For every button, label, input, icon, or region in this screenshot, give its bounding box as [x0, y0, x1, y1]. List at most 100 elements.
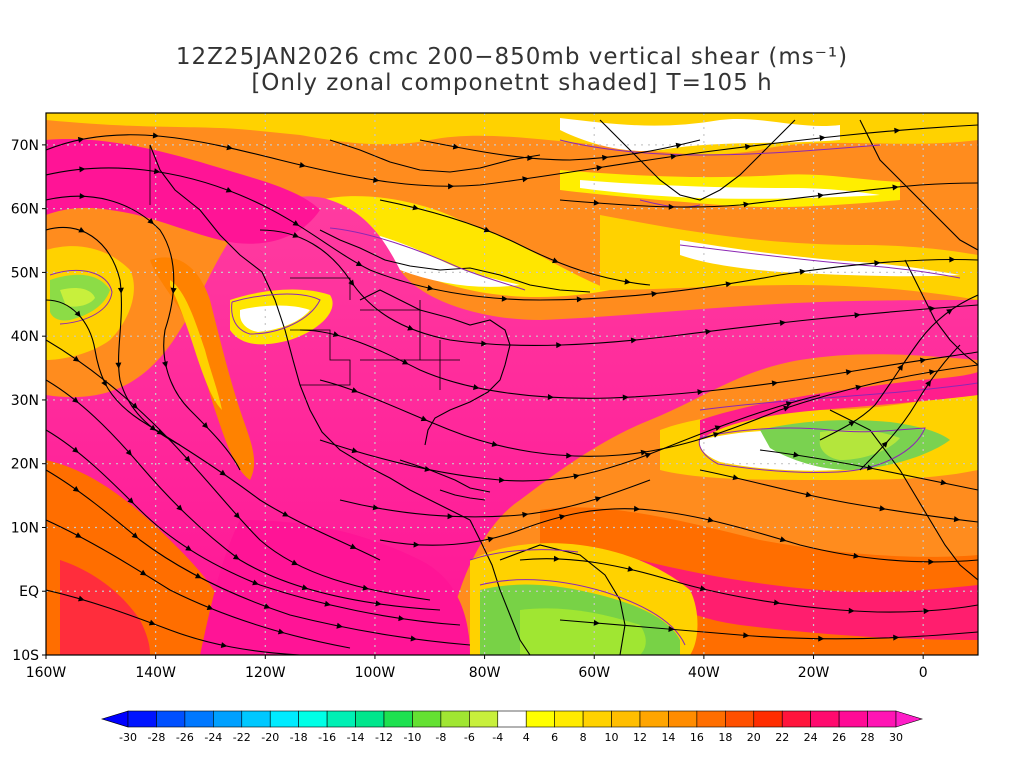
- streamline-arrowhead: [413, 541, 420, 548]
- streamline-arrowhead: [893, 634, 900, 641]
- colorbar-box: [469, 710, 499, 728]
- streamline-arrowhead: [487, 536, 495, 543]
- streamline-arrowhead: [556, 342, 563, 349]
- streamline-arrowhead: [699, 585, 707, 592]
- streamline-arrowhead: [929, 369, 936, 376]
- colorbar-label: -18: [290, 731, 308, 744]
- streamline-arrowhead: [412, 204, 420, 211]
- lon-label: 140W: [135, 665, 176, 681]
- streamline-arrowhead: [633, 505, 641, 512]
- streamline-arrowhead: [362, 584, 369, 591]
- streamline-arrowhead: [201, 422, 209, 429]
- lon-label: 80W: [469, 665, 501, 681]
- streamline-arrowhead: [424, 466, 431, 472]
- streamline-arrowhead: [131, 402, 138, 409]
- streamline-arrowhead: [149, 424, 157, 431]
- colorbar-label: 30: [889, 731, 903, 744]
- colorbar-label: 26: [832, 731, 846, 744]
- streamline-arrowhead: [349, 543, 357, 549]
- lon-label: 20W: [798, 665, 830, 681]
- streamline-arrowhead: [78, 226, 86, 233]
- streamline-arrowhead: [848, 607, 855, 614]
- colorbar-label: -12: [375, 731, 393, 744]
- streamline-arrowhead: [292, 232, 300, 238]
- streamline-arrowhead: [452, 143, 460, 150]
- lon-label: 160W: [26, 665, 67, 681]
- colorbar-label: -20: [261, 731, 279, 744]
- streamline-arrowhead: [220, 642, 228, 649]
- streamline-arrowhead: [75, 532, 82, 538]
- streamline-arrowhead: [170, 287, 177, 294]
- streamline-arrowhead: [72, 446, 79, 453]
- streamline-arrowhead: [448, 183, 455, 190]
- streamline-arrowhead: [299, 161, 306, 168]
- streamline-arrowhead: [553, 555, 560, 562]
- streamline-arrowhead: [373, 176, 380, 183]
- lat-label: 20N: [11, 457, 39, 473]
- streamline-arrowhead: [793, 451, 800, 458]
- colorbar-box: [668, 710, 698, 728]
- streamline-arrowhead: [624, 278, 631, 285]
- streamline-arrowhead: [148, 619, 156, 626]
- streamline-arrowhead: [940, 479, 947, 486]
- streamline-arrowhead: [501, 295, 508, 302]
- streamline-arrowhead: [593, 199, 600, 206]
- streamline-arrowhead: [818, 635, 825, 642]
- streamline-arrowhead: [219, 469, 227, 476]
- streamline-arrowhead: [819, 135, 826, 142]
- streamline-arrowhead: [332, 331, 340, 338]
- lat-label: 10N: [11, 520, 39, 536]
- streamline-arrowhead: [410, 635, 417, 642]
- longitude-labels: 160W 140W 120W 100W 80W 60W 40W 20W 0: [26, 655, 928, 681]
- streamline-arrowhead: [348, 279, 355, 287]
- colorbar-label: -28: [147, 731, 165, 744]
- map-title: 12Z25JAN2026 cmc 200−850mb vertical shea…: [0, 44, 1024, 96]
- streamline-arrowhead: [72, 396, 79, 404]
- colorbar-label: 22: [775, 731, 789, 744]
- contour-lines: [49, 139, 978, 646]
- streamline-arrowhead: [115, 362, 122, 369]
- lon-label: 40W: [688, 665, 720, 681]
- streamline-arrowhead: [101, 379, 107, 387]
- streamline-arrowhead: [874, 260, 881, 267]
- streamline-arrowhead: [855, 384, 862, 391]
- colorbar-label: -10: [403, 731, 421, 744]
- streamline-arrowhead: [799, 268, 806, 275]
- colorbar-box: [269, 710, 299, 728]
- colorbar-label: -26: [176, 731, 194, 744]
- colorbar-box: [298, 710, 328, 728]
- lat-label: 30N: [11, 393, 39, 409]
- colorbar-label: -24: [204, 731, 222, 744]
- streamline-arrowhead: [527, 154, 534, 161]
- streamline-arrowhead: [771, 380, 779, 387]
- streamline-arrowhead: [156, 428, 164, 435]
- streamline-arrowhead: [640, 449, 648, 456]
- streamline-arrowhead: [79, 166, 86, 173]
- colorbar-box: [241, 710, 271, 728]
- streamline-arrowhead: [72, 355, 80, 362]
- streamline-arrowhead: [866, 464, 874, 471]
- title-line-2: [Only zonal componetnt shaded] T=105 h: [251, 70, 773, 96]
- lat-label: 10S: [12, 648, 39, 664]
- colorbar-label: -16: [318, 731, 336, 744]
- title-line-1: 12Z25JAN2026 cmc 200−850mb vertical shea…: [175, 44, 849, 70]
- colorbar-box: [184, 710, 214, 728]
- streamline-arrowhead: [263, 603, 271, 609]
- streamline-arrowhead: [498, 477, 506, 484]
- streamline-arrowhead: [897, 364, 904, 371]
- colorbar-label: 24: [804, 731, 818, 744]
- streamline-arrowhead: [559, 514, 566, 521]
- streamline-arrowhead: [627, 565, 634, 572]
- streamline-arrowhead: [72, 485, 80, 492]
- colorbar-under-triangle: [100, 710, 129, 728]
- plot-frame: [45, 112, 979, 656]
- streamline-arrowhead: [291, 559, 299, 566]
- streamline-arrowhead: [573, 473, 580, 480]
- colorbar-label: -6: [464, 731, 475, 744]
- streamline-arrowhead: [483, 226, 491, 233]
- colorbar-box: [611, 710, 641, 728]
- streamline-arrowhead: [206, 604, 214, 610]
- lon-label: 120W: [245, 665, 286, 681]
- colorbar-label: 20: [747, 731, 761, 744]
- streamline-arrowhead: [375, 600, 382, 607]
